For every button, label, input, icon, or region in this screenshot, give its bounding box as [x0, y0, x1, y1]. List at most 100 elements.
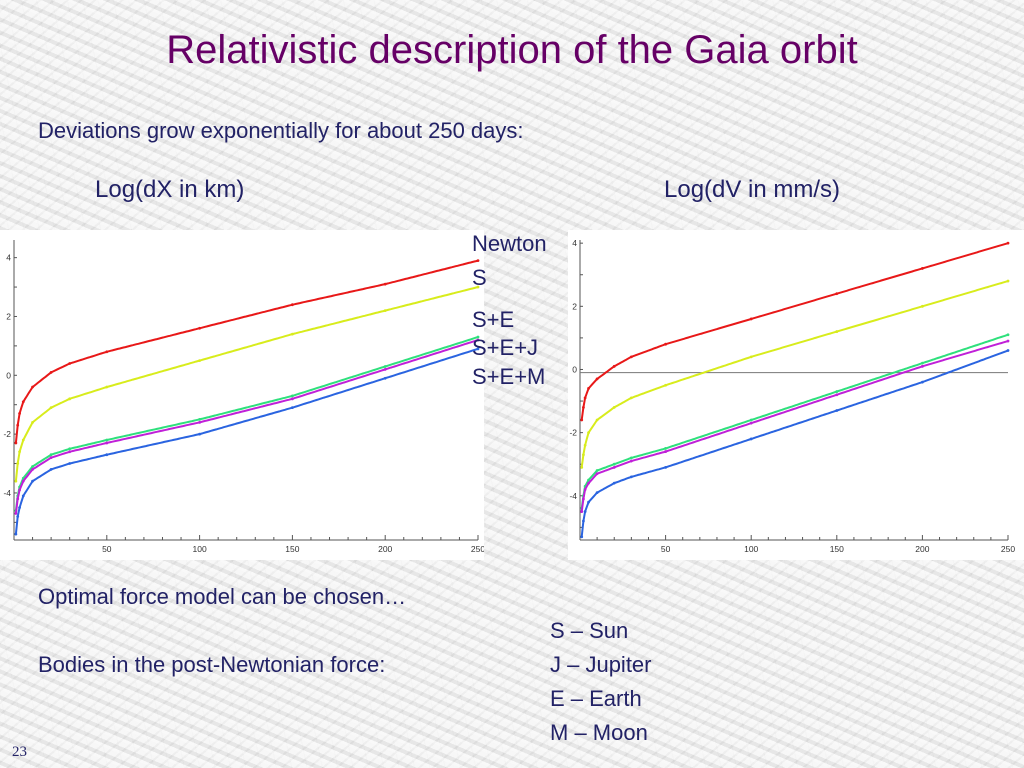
data-point: [587, 481, 590, 485]
data-point: [629, 396, 633, 400]
data-point: [587, 478, 590, 482]
body-earth: E – Earth: [550, 686, 642, 711]
data-point: [595, 377, 599, 381]
data-point: [580, 510, 584, 513]
data-point: [68, 397, 72, 401]
data-point: [476, 285, 480, 289]
series-s: [580, 279, 1010, 469]
x-tick-label: 100: [744, 544, 758, 554]
y-tick-label: 4: [572, 238, 577, 248]
data-point: [835, 409, 839, 412]
data-point: [31, 385, 34, 389]
optimal-force-text: Optimal force model can be chosen…: [38, 584, 407, 609]
data-point: [612, 462, 616, 466]
y-tick-label: 2: [6, 311, 11, 321]
data-point: [383, 376, 387, 380]
legend-s-e: S+E: [472, 307, 515, 332]
data-point: [383, 368, 387, 371]
data-point: [629, 459, 633, 463]
data-point: [198, 420, 202, 424]
y-tick-label: 2: [572, 301, 577, 311]
data-point: [612, 481, 616, 485]
data-point: [16, 497, 20, 501]
y-tick-label: 0: [572, 364, 577, 374]
data-point: [476, 347, 480, 351]
data-point: [595, 469, 599, 472]
data-point: [14, 441, 18, 445]
x-tick-label: 200: [378, 544, 392, 554]
data-point: [14, 479, 18, 483]
x-tick-label: 150: [285, 544, 299, 554]
legend-s-e-m: S+E+M: [472, 364, 546, 389]
legend-s-e-j: S+E+J: [472, 335, 539, 360]
data-point: [582, 497, 585, 501]
data-point: [582, 405, 585, 409]
data-point: [16, 423, 20, 427]
data-point: [383, 365, 387, 368]
data-point: [31, 420, 34, 424]
series-s-e-j: [14, 338, 480, 515]
y-tick-label: 0: [6, 370, 11, 380]
left-chart-panel: 50 100 150 200 250 -4 -2 0 2 4: [0, 230, 485, 560]
x-tick-label: 250: [471, 544, 484, 554]
legend-s: S: [472, 265, 487, 290]
data-point: [31, 479, 34, 483]
legend-newton: Newton: [472, 231, 547, 256]
x-tick-label: 200: [915, 544, 929, 554]
data-point: [629, 355, 633, 359]
data-point: [291, 397, 294, 401]
series-line: [14, 339, 479, 514]
data-point: [583, 443, 587, 447]
data-point: [476, 335, 480, 339]
data-point: [18, 450, 21, 454]
data-point: [582, 453, 585, 457]
data-point: [31, 465, 34, 468]
y-tick-label: -2: [3, 429, 11, 439]
y-tick-label: -4: [569, 491, 577, 501]
data-point: [749, 421, 753, 425]
body-sun: S – Sun: [550, 618, 629, 643]
data-point: [18, 506, 21, 510]
left-plot-label: Log(dX in km): [95, 176, 245, 203]
data-point: [105, 350, 109, 354]
data-point: [49, 468, 53, 471]
data-point: [580, 418, 584, 422]
data-point: [664, 450, 667, 453]
series-newton: [580, 241, 1010, 422]
data-point: [612, 465, 616, 469]
log-dx-chart: 50 100 150 200 250 -4 -2 0 2 4: [3, 240, 485, 554]
data-point: [105, 385, 109, 389]
x-tick-label: 150: [830, 544, 844, 554]
data-point: [105, 453, 109, 457]
slide-title: Relativistic description of the Gaia orb…: [166, 28, 858, 72]
y-tick-label: 4: [6, 253, 11, 263]
data-point: [664, 383, 667, 387]
data-point: [18, 412, 21, 415]
data-point: [1006, 333, 1010, 337]
subtitle: Deviations grow exponentially for about …: [38, 118, 524, 143]
bodies-text: Bodies in the post-Newtonian force:: [38, 652, 386, 677]
data-point: [580, 465, 584, 469]
data-point: [664, 465, 667, 469]
data-point: [580, 535, 584, 539]
series-line: [14, 336, 479, 511]
data-point: [49, 406, 53, 410]
data-point: [583, 510, 587, 513]
data-point: [835, 393, 839, 397]
data-point: [587, 431, 590, 435]
data-point: [198, 359, 202, 362]
data-point: [476, 259, 480, 262]
data-point: [105, 438, 109, 442]
data-point: [629, 475, 633, 479]
data-point: [749, 418, 753, 422]
x-tick-label: 50: [102, 544, 112, 554]
series-s-e-m: [580, 349, 1010, 539]
data-point: [16, 462, 20, 465]
right-plot-label: Log(dV in mm/s): [664, 176, 841, 203]
y-tick-label: -4: [3, 488, 11, 498]
data-point: [595, 472, 599, 476]
data-point: [1006, 279, 1010, 283]
data-point: [21, 438, 25, 442]
series-line: [580, 242, 1009, 421]
data-point: [749, 317, 753, 321]
